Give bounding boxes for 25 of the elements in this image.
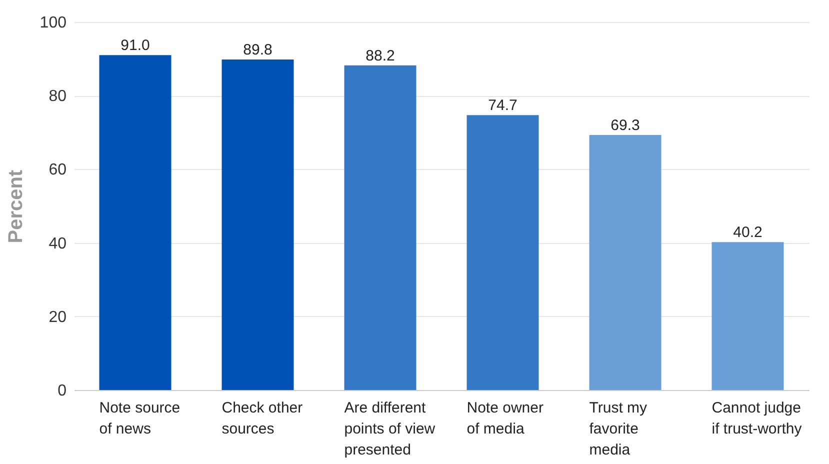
y-tick-label: 60 [48, 162, 67, 179]
x-tick-label: Are different points of view presented [344, 400, 436, 458]
bar [712, 242, 784, 390]
bar [466, 115, 539, 390]
y-tick-label: 20 [48, 308, 67, 326]
bar [99, 55, 172, 390]
data-label: 74.7 [488, 97, 518, 114]
data-label: 89.8 [243, 42, 272, 59]
bar [344, 65, 416, 390]
data-label: 91.0 [120, 37, 150, 54]
y-tick-label: 100 [40, 14, 67, 32]
data-label: 69.3 [610, 116, 640, 134]
x-tick-label: Cannot judge if trust-worthy [712, 400, 802, 438]
data-label: 40.2 [733, 224, 762, 242]
y-tick-label: 80 [48, 88, 67, 106]
x-tick-label: Note owner of media [466, 400, 544, 438]
y-tick-label: 0 [58, 382, 67, 400]
data-label: 88.2 [366, 47, 395, 64]
x-tick-label: Note source of news [99, 400, 180, 438]
bar [589, 134, 662, 390]
x-tick-label: Trust my favorite media [589, 400, 648, 458]
y-axis-title: Percent [4, 169, 27, 244]
bar [222, 60, 294, 390]
x-tick-label: Check other sources [222, 400, 303, 438]
y-tick-label: 40 [48, 235, 67, 252]
